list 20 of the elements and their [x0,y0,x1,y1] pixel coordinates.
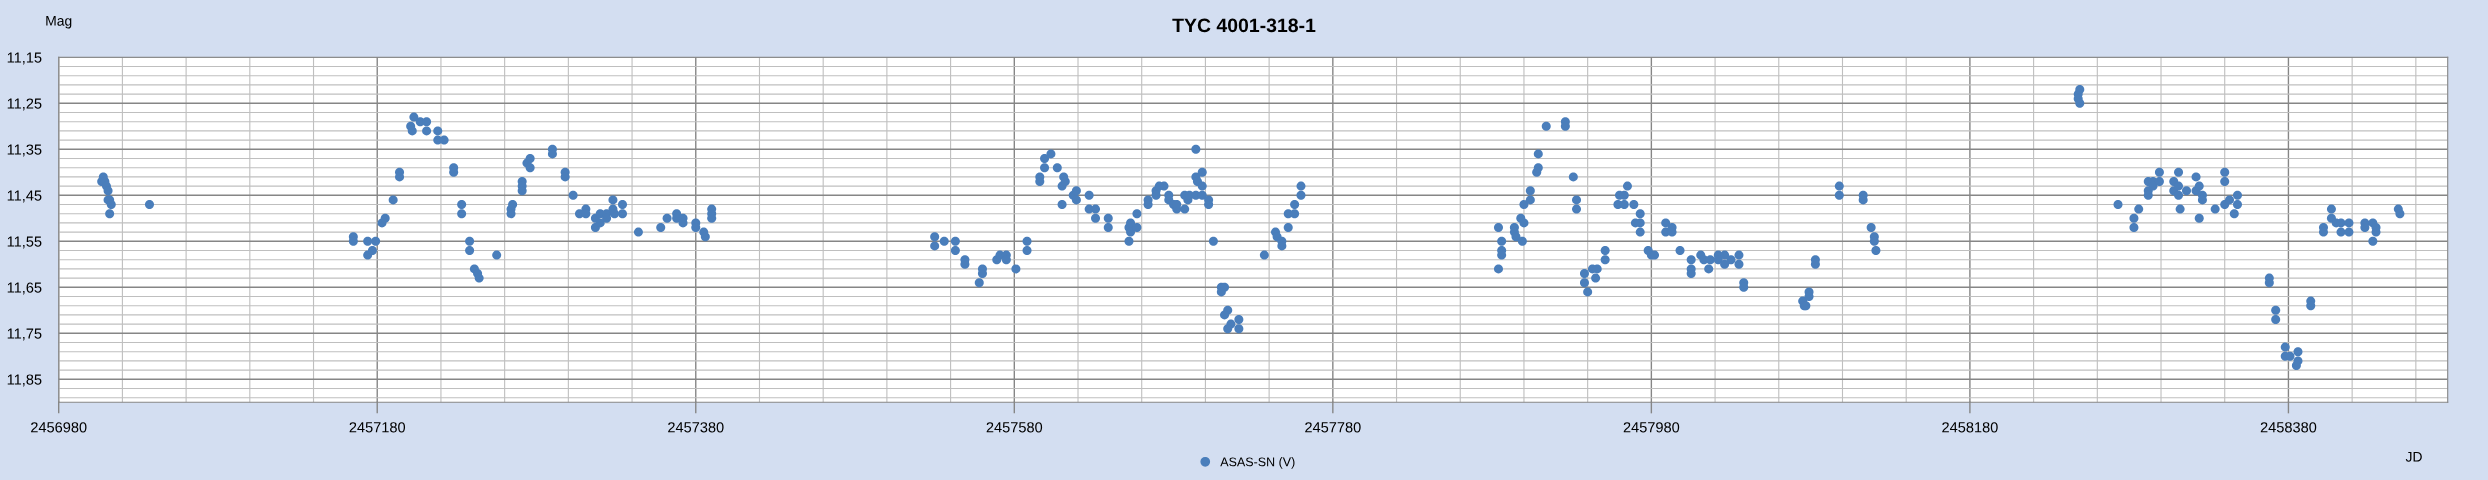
y-axis-title: Mag [46,16,72,29]
y-tick-label: 11,35 [7,144,42,157]
x-axis-title: JD [2405,452,2422,462]
legend-label: ASAS-SN (V) [1220,457,1295,469]
x-tick-label: 2457180 [349,422,406,433]
x-tick-label: 2457580 [986,422,1043,433]
x-tick-label: 2457380 [668,422,724,433]
x-tick-label: 2458380 [2260,422,2317,433]
y-tick-label: 11,85 [7,374,42,387]
x-tick-label: 2456980 [31,422,87,433]
y-tick-label: 11,55 [7,236,42,249]
y-tick-label: 11,15 [7,52,42,65]
y-tick-label: 11,25 [7,98,42,111]
x-tick-label: 2457780 [1305,422,1361,433]
x-tick-label: 2457980 [1623,422,1680,433]
chart-title: TYC 4001-318-1 [1172,18,1316,33]
y-tick-label: 11,65 [7,282,42,295]
x-tick-label: 2458180 [1942,422,1998,433]
y-tick-label: 11,45 [7,190,42,203]
y-tick-label: 11,75 [7,328,42,341]
